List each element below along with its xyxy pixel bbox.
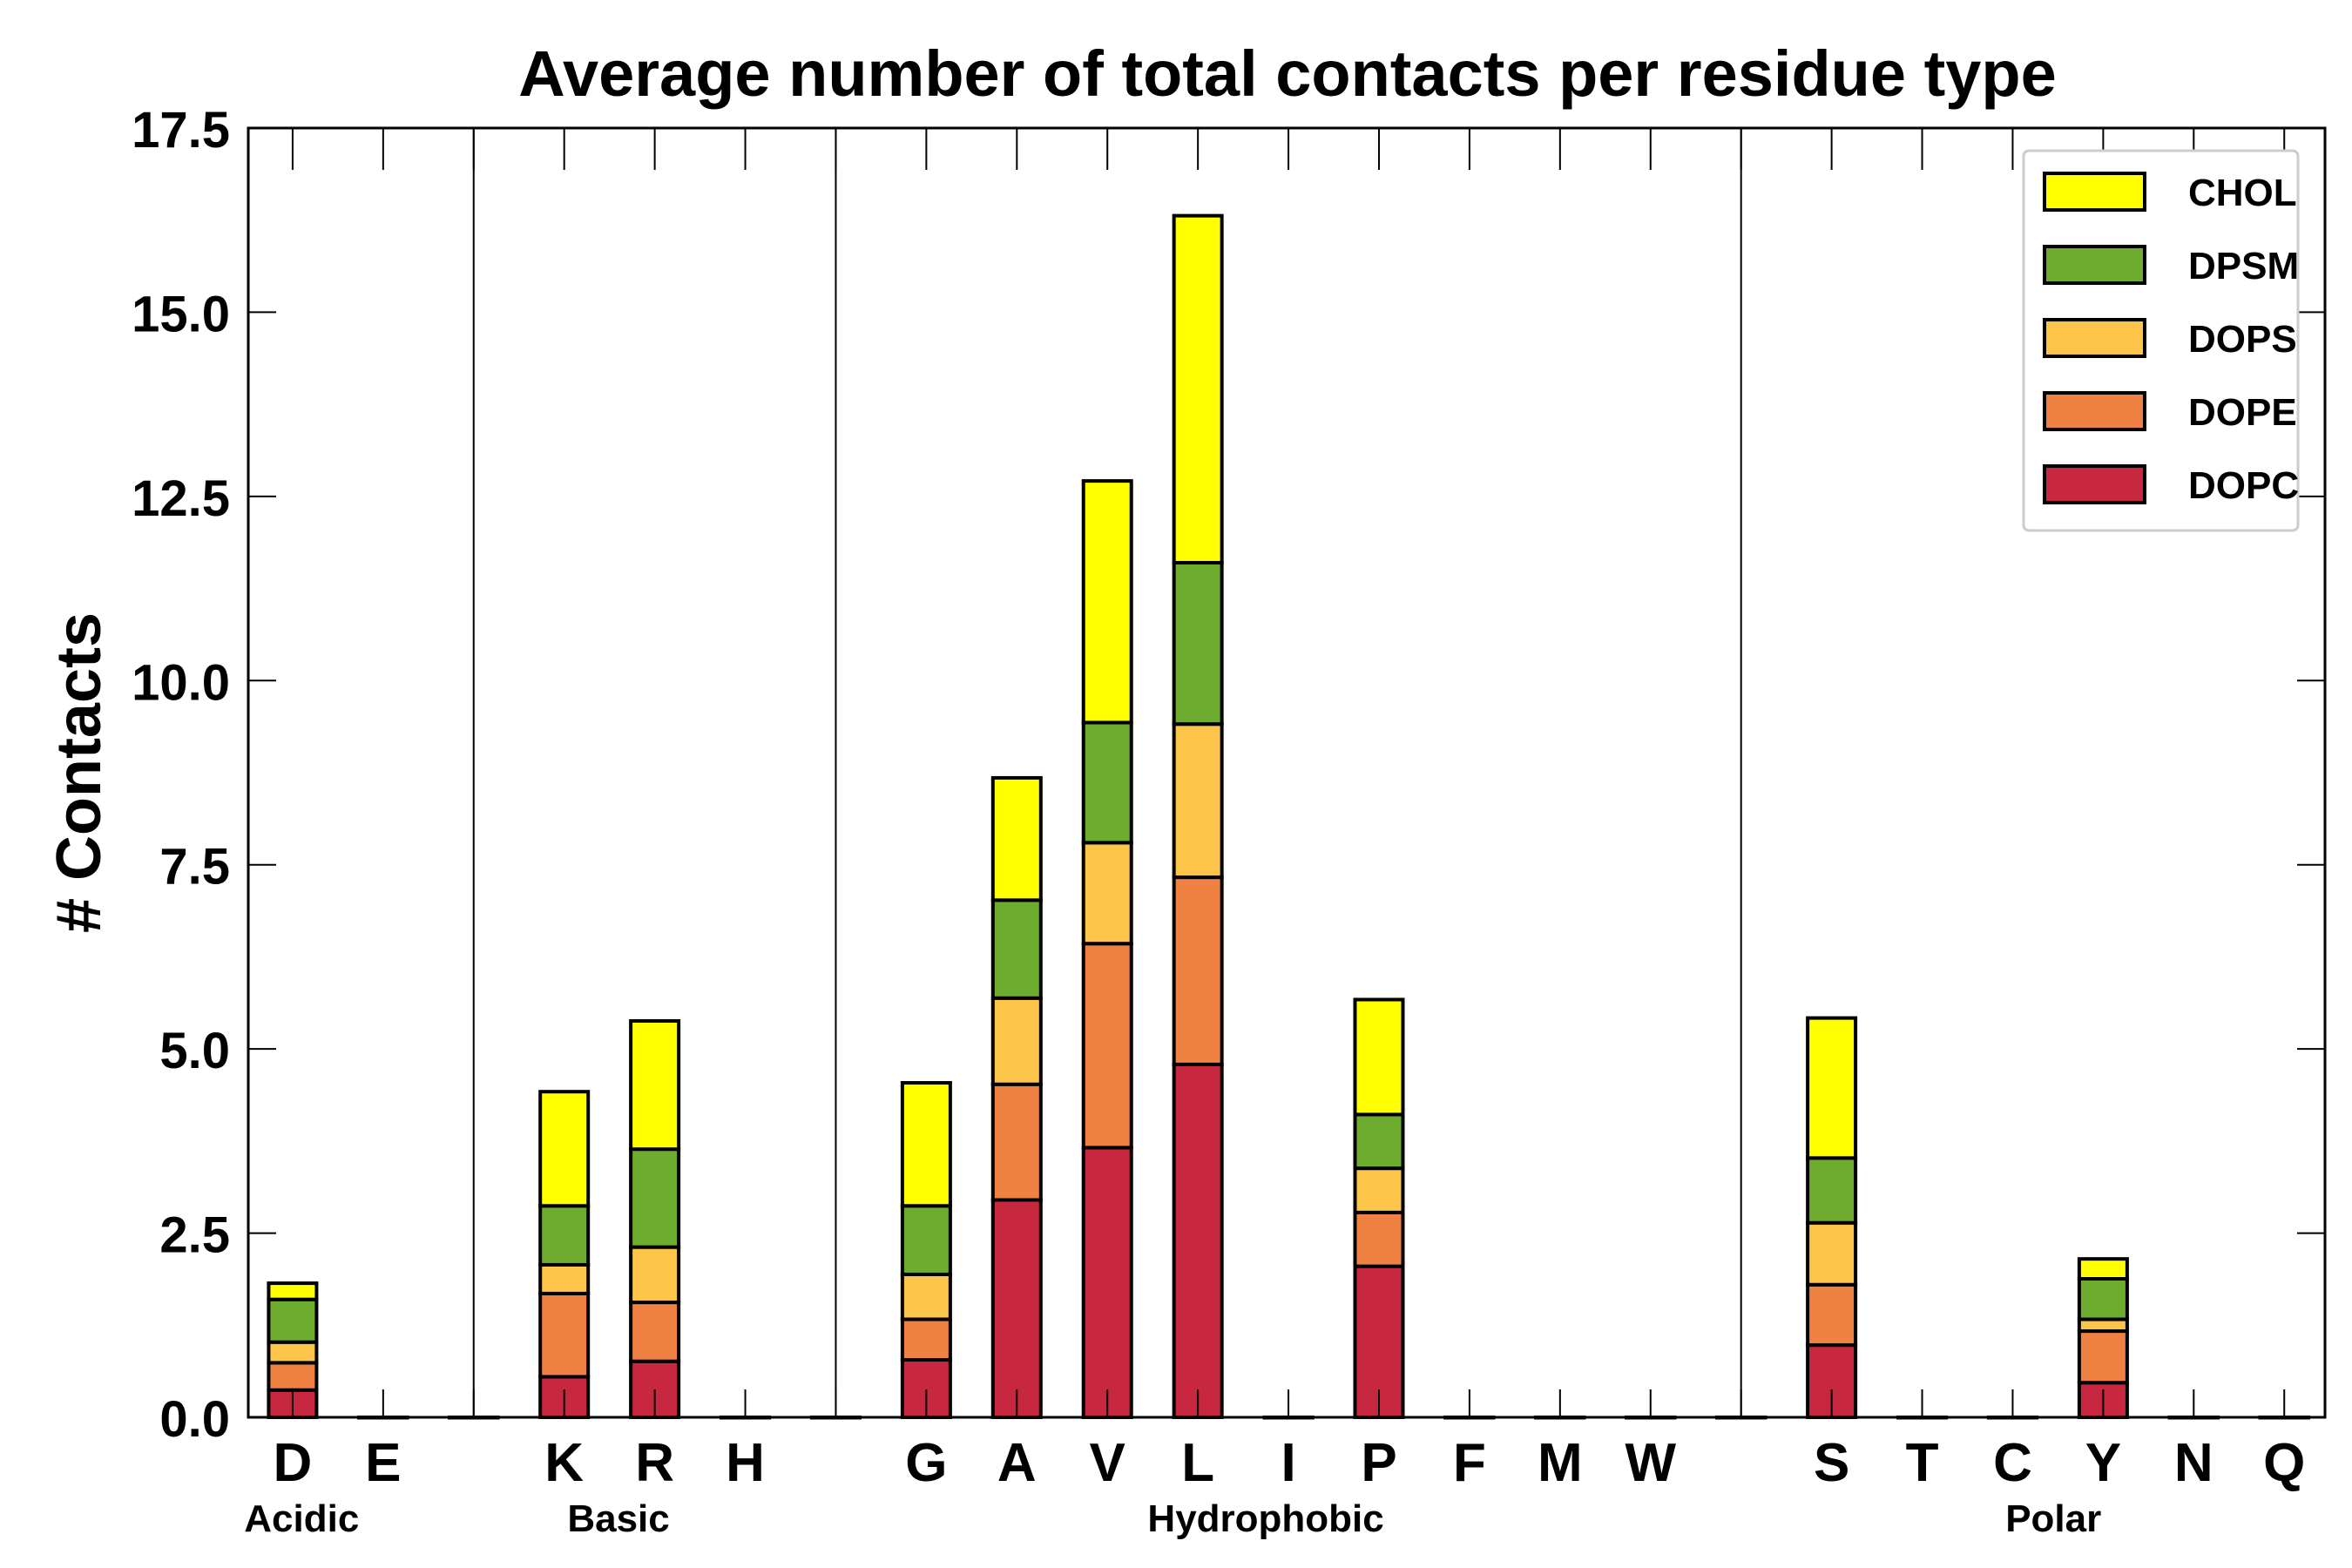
bar-segment-dpsm-Y [2077, 1277, 2129, 1321]
x-tick-label: H [726, 1433, 765, 1493]
legend-label-dope: DOPE [2188, 391, 2297, 434]
x-tick-label: C [1993, 1433, 2032, 1493]
bar-segment-chol-V [1081, 479, 1133, 725]
bar-segment-dope-V [1081, 942, 1133, 1150]
group-label: Polar [2005, 1497, 2101, 1540]
legend-swatch-dope [2043, 391, 2146, 431]
group-label: Hydrophobic [1147, 1497, 1383, 1540]
y-axis-label: # Contacts [44, 612, 114, 933]
bar-segment-dopc-A [990, 1198, 1043, 1419]
bar-segment-dops-Y [2077, 1317, 2129, 1334]
bar-segment-dope-L [1172, 875, 1224, 1066]
bar-segment-dope-Y [2077, 1329, 2129, 1385]
bar-segment-dops-R [629, 1245, 681, 1305]
y-tick-label: 17.5 [132, 102, 230, 159]
bar-segment-dpsm-G [900, 1204, 952, 1276]
y-tick-label: 2.5 [159, 1207, 230, 1264]
bar-segment-dops-V [1081, 841, 1133, 946]
legend-swatch-dpsm [2043, 245, 2146, 285]
y-tick-label: 0.0 [159, 1391, 230, 1448]
bar-segment-dpsm-P [1353, 1112, 1405, 1171]
legend-label-dpsm: DPSM [2188, 245, 2299, 287]
bar-segment-dpsm-S [1806, 1156, 1858, 1225]
group-label: Acidic [244, 1497, 359, 1540]
x-tick-label: Q [2263, 1433, 2305, 1493]
group-separators [472, 128, 1742, 1417]
y-tick-label: 12.5 [132, 470, 230, 527]
chart-title: Average number of total contacts per res… [518, 37, 2057, 110]
legend: CHOL DPSM DOPS DOPE DOPC [2022, 149, 2300, 532]
bar-segment-dpsm-L [1172, 560, 1224, 727]
bars [267, 213, 2310, 1420]
bar-segment-chol-P [1353, 997, 1405, 1117]
x-tick-label: W [1625, 1433, 1677, 1493]
bar-segment-dope-A [990, 1082, 1043, 1202]
x-tick-label: A [997, 1433, 1037, 1493]
group-label: Basic [567, 1497, 669, 1540]
legend-label-dops: DOPS [2188, 318, 2297, 361]
bar-segment-dope-D [267, 1361, 319, 1392]
x-tick-label: S [1814, 1433, 1849, 1493]
bar-segment-dops-S [1806, 1220, 1858, 1287]
x-tick-label: V [1090, 1433, 1125, 1493]
y-tick-label: 7.5 [159, 839, 230, 896]
x-tick-label: F [1453, 1433, 1486, 1493]
bar-segment-chol-L [1172, 213, 1224, 564]
x-tick-label: G [905, 1433, 947, 1493]
bar-segment-dops-L [1172, 722, 1224, 880]
plot-frame [247, 126, 2327, 1419]
bar-segment-chol-K [538, 1090, 591, 1208]
y-tick-label: 5.0 [159, 1023, 230, 1079]
x-tick-label: N [2174, 1433, 2213, 1493]
x-tick-label: K [544, 1433, 584, 1493]
x-tick-label: E [365, 1433, 401, 1493]
bar-segment-dope-S [1806, 1282, 1858, 1348]
bar-segment-dpsm-V [1081, 720, 1133, 845]
bar-segment-dops-P [1353, 1166, 1405, 1214]
bar-segment-dopc-L [1172, 1062, 1224, 1419]
x-tick-label: D [274, 1433, 313, 1493]
bar-segment-dpsm-K [538, 1204, 591, 1267]
y-tick-label: 10.0 [132, 654, 230, 711]
bar-segment-dops-K [538, 1262, 591, 1295]
x-tick-label: L [1181, 1433, 1214, 1493]
bar-segment-dops-G [900, 1272, 952, 1321]
bar-segment-chol-G [900, 1081, 952, 1208]
bar-segment-dpsm-D [267, 1297, 319, 1344]
bar-segment-dops-A [990, 996, 1043, 1086]
bar-segment-dope-G [900, 1317, 952, 1362]
bar-segment-chol-D [267, 1281, 319, 1301]
bar-segment-chol-S [1806, 1016, 1858, 1160]
x-tick-label: Y [2085, 1433, 2121, 1493]
legend-swatch-chol [2043, 172, 2146, 212]
ticks: D E K R H G A V L I P F M W S T C Y N Q Acidic Basic Hydrophob… [132, 102, 2325, 1540]
legend-swatch-dops [2043, 318, 2146, 358]
x-tick-label: T [1906, 1433, 1939, 1493]
bar-segment-dope-P [1353, 1210, 1405, 1268]
y-tick-label: 15.0 [132, 286, 230, 342]
bar-segment-dope-R [629, 1301, 681, 1363]
bar-segment-dpsm-R [629, 1147, 681, 1249]
x-tick-label: I [1281, 1433, 1295, 1493]
bar-segment-chol-A [990, 775, 1043, 902]
bar-segment-dopc-V [1081, 1146, 1133, 1420]
bar-segment-chol-R [629, 1019, 681, 1152]
x-tick-label: P [1361, 1433, 1396, 1493]
legend-swatch-dopc [2043, 464, 2146, 504]
bar-segment-dope-K [538, 1291, 591, 1379]
legend-label-dopc: DOPC [2188, 464, 2299, 507]
legend-label-chol: CHOL [2188, 172, 2297, 214]
bar-segment-dops-D [267, 1340, 319, 1365]
x-tick-label: M [1538, 1433, 1583, 1493]
bar-segment-dpsm-A [990, 898, 1043, 1000]
x-tick-label: R [635, 1433, 674, 1493]
bar-segment-chol-Y [2077, 1257, 2129, 1281]
